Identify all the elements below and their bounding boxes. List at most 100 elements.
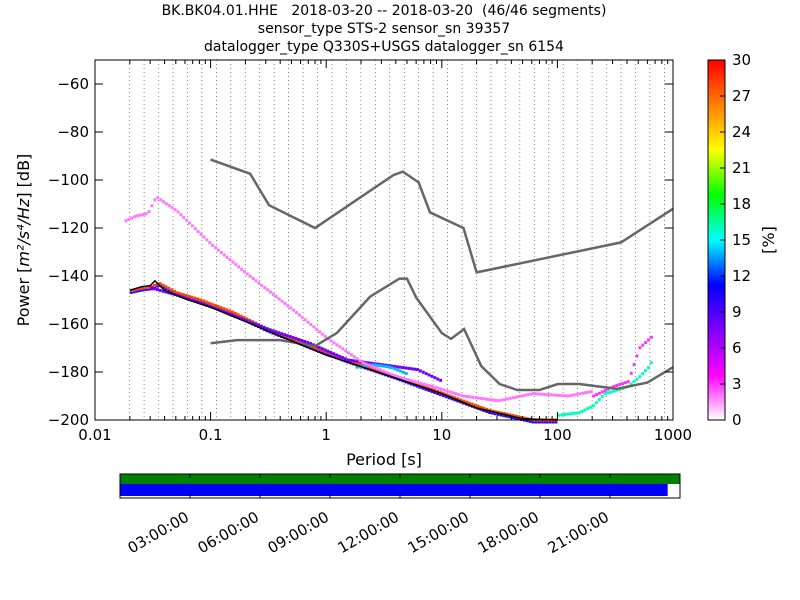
- density-cell: [130, 216, 134, 220]
- density-cell: [153, 198, 157, 202]
- density-cell: [447, 397, 451, 400]
- density-cell: [300, 315, 304, 319]
- density-cell: [239, 314, 243, 318]
- density-cell: [222, 310, 226, 314]
- density-cell: [537, 392, 541, 396]
- density-cell: [306, 340, 310, 344]
- colorbar-tick-label: 6: [732, 339, 742, 357]
- density-cell: [179, 213, 183, 217]
- density-cell: [488, 411, 492, 414]
- density-cell: [485, 410, 489, 413]
- density-cell: [453, 399, 457, 402]
- density-cell: [387, 371, 391, 375]
- density-cell: [583, 408, 587, 412]
- density-cell: [225, 311, 229, 315]
- density-cell: [606, 391, 610, 395]
- density-cell: [436, 377, 440, 381]
- density-cell: [424, 388, 428, 391]
- density-cell: [242, 318, 246, 322]
- density-cell: [184, 294, 188, 298]
- colorbar-tick-label: 12: [732, 267, 751, 285]
- density-cell: [381, 369, 385, 373]
- density-cell: [262, 326, 266, 330]
- density-cell: [187, 297, 191, 301]
- density-cell: [375, 363, 379, 367]
- density-cell: [390, 366, 394, 370]
- density-cell: [234, 262, 238, 266]
- density-cell: [401, 376, 405, 380]
- density-cell: [343, 357, 347, 361]
- colorbar: 0 3 6 9 12 15 18 21 24 27 30: [707, 51, 751, 429]
- density-cell: [285, 334, 289, 338]
- density-cell: [373, 363, 376, 367]
- density-cell: [589, 390, 593, 394]
- density-cell: [349, 358, 353, 362]
- density-cell: [401, 370, 405, 374]
- density-cell: [592, 394, 596, 398]
- density-cell: [361, 361, 365, 365]
- density-cell: [291, 336, 295, 340]
- timeline-bar-data-availability: [120, 474, 680, 484]
- density-cell: [597, 391, 601, 395]
- density-cell: [612, 384, 616, 388]
- density-cell: [436, 386, 440, 390]
- density-cell: [424, 385, 428, 389]
- density-cell: [167, 286, 171, 290]
- density-cell: [415, 385, 419, 388]
- density-cell: [315, 327, 319, 331]
- density-cell: [523, 393, 527, 397]
- density-cell: [600, 390, 604, 394]
- density-cell: [401, 366, 405, 370]
- density-cell: [196, 229, 200, 233]
- density-cell: [568, 412, 572, 416]
- density-cell: [306, 320, 310, 324]
- density-cell: [427, 386, 431, 390]
- density-cell: [399, 369, 402, 373]
- density-cell: [323, 335, 327, 339]
- density-cell: [416, 368, 419, 372]
- density-cell: [436, 393, 440, 396]
- x-axis-label: Period [s]: [346, 450, 422, 469]
- density-cell: [349, 353, 353, 357]
- density-cell: [187, 294, 191, 298]
- density-cell: [300, 340, 304, 344]
- density-cell: [199, 298, 203, 302]
- y-tick-label: −80: [57, 123, 89, 141]
- density-cell: [271, 292, 275, 296]
- density-cell: [358, 362, 361, 366]
- density-cell: [248, 318, 252, 322]
- density-cell: [188, 221, 191, 225]
- density-cell: [505, 397, 509, 401]
- density-cell: [211, 243, 215, 247]
- density-cell: [450, 398, 454, 401]
- density-cell: [575, 392, 579, 396]
- density-cell: [208, 241, 212, 245]
- density-cell: [519, 415, 523, 419]
- density-cell: [167, 289, 171, 292]
- density-cell: [534, 392, 538, 396]
- density-cell: [439, 394, 442, 397]
- density-cell: [184, 296, 188, 300]
- colorbar-tick-label: 9: [732, 303, 742, 321]
- density-cell: [465, 400, 468, 404]
- density-cell: [393, 374, 397, 378]
- density-cell: [124, 219, 128, 223]
- density-cell: [176, 291, 179, 295]
- density-cell: [439, 387, 443, 391]
- timeline-tick-label: 09:00:00: [265, 508, 332, 557]
- density-cell: [578, 392, 582, 396]
- density-cell: [283, 301, 287, 305]
- density-cell: [225, 255, 229, 259]
- density-cell: [635, 377, 639, 381]
- density-cell: [378, 364, 382, 368]
- plot-frame: [94, 59, 674, 421]
- density-cell: [494, 398, 498, 402]
- density-cell: [522, 416, 526, 420]
- density-cell: [135, 290, 139, 293]
- density-cell: [266, 288, 270, 292]
- density-cell: [497, 399, 501, 403]
- density-cell: [597, 398, 601, 402]
- density-cell: [236, 313, 240, 317]
- density-cell: [340, 356, 344, 360]
- density-cell: [219, 306, 223, 310]
